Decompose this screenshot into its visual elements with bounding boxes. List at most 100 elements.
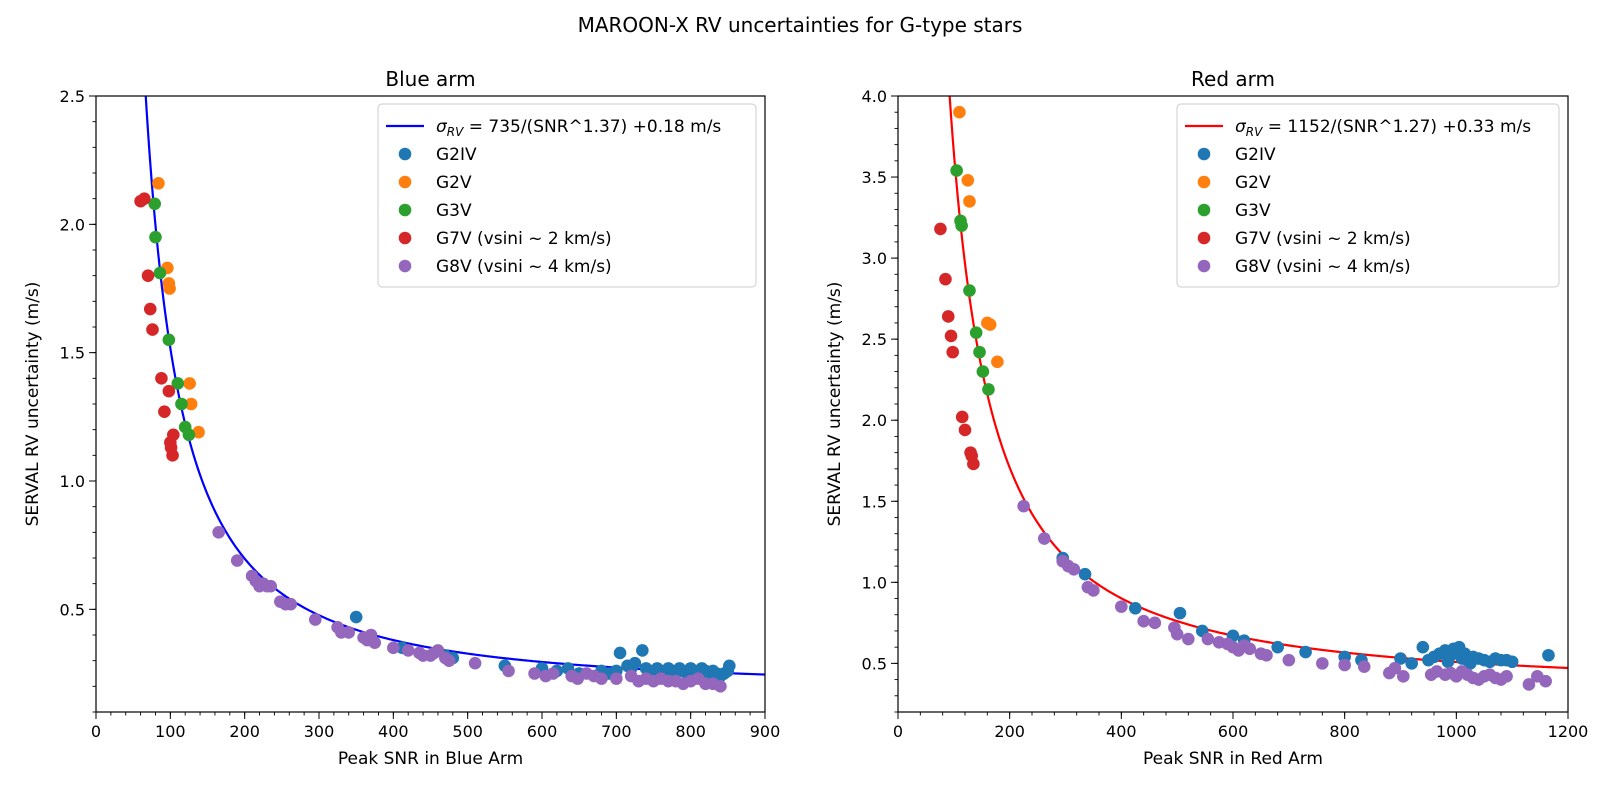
data-point <box>723 659 736 673</box>
legend-marker <box>398 259 412 273</box>
x-tick-label: 0 <box>893 722 903 741</box>
legend-entry-label: G3V <box>436 201 472 221</box>
data-point <box>158 405 171 419</box>
data-point <box>152 176 165 190</box>
series-g2iv <box>1056 551 1555 670</box>
x-tick-label: 1200 <box>1548 722 1589 741</box>
legend-marker <box>398 147 412 161</box>
data-point <box>1137 614 1150 628</box>
data-point <box>163 282 176 295</box>
data-point <box>183 377 196 390</box>
legend-marker <box>1197 259 1211 273</box>
y-tick-label: 1.5 <box>60 344 85 363</box>
legend-marker <box>1197 231 1211 245</box>
data-point <box>155 372 168 385</box>
x-tick-label: 900 <box>750 722 781 741</box>
data-point <box>166 449 179 462</box>
series-g3v <box>148 197 196 442</box>
data-point <box>184 397 198 411</box>
series-g3v <box>950 164 995 396</box>
data-point <box>153 266 167 280</box>
y-tick-label: 0.5 <box>60 600 85 619</box>
series-g8v <box>1017 499 1552 691</box>
legend-fit-subscript: RV <box>1246 125 1263 139</box>
x-tick-label: 200 <box>994 722 1025 741</box>
data-point <box>941 310 955 323</box>
legend-marker <box>398 203 412 217</box>
legend-entry-label: G7V (vsini ~ 2 km/s) <box>436 229 612 249</box>
x-tick-label: 400 <box>378 722 409 741</box>
legend-entry-label: G2IV <box>1235 145 1276 165</box>
data-point <box>983 318 997 331</box>
red-arm-panel: Red arm 0 200 400 600 800 1000 1200 0.5 1.0 1.5 2.0… <box>825 67 1589 769</box>
plot-area <box>134 96 765 693</box>
legend-marker <box>1197 147 1211 161</box>
data-point <box>1271 640 1284 654</box>
data-point <box>946 345 960 359</box>
panel-title: Red arm <box>1191 67 1275 91</box>
y-axis-label: SERVAL RV uncertainty (m/s) <box>23 282 43 527</box>
y-tick-label: 1.5 <box>862 492 887 511</box>
legend-entry-label: G2V <box>436 173 472 193</box>
data-point <box>976 365 990 378</box>
data-point <box>610 672 623 685</box>
fit-curve <box>144 96 765 676</box>
axes-frame <box>897 95 1569 713</box>
data-point <box>934 222 947 236</box>
data-point <box>967 457 980 471</box>
x-tick-label: 800 <box>1329 722 1360 741</box>
data-point <box>1338 658 1351 672</box>
data-point <box>636 644 649 657</box>
blue-arm-panel: Blue arm 0 100 200 300 400 500 600 700 800 900 0.5 1… <box>23 67 781 769</box>
data-point <box>1416 640 1430 654</box>
data-point <box>546 667 560 680</box>
data-point <box>528 667 541 680</box>
data-point <box>973 345 986 359</box>
data-point <box>1405 657 1418 670</box>
data-point <box>1201 632 1215 646</box>
data-point <box>958 423 972 437</box>
data-point <box>149 230 162 244</box>
data-point <box>502 664 515 678</box>
data-point <box>1182 632 1195 646</box>
data-point <box>1542 648 1555 662</box>
x-tick-label: 600 <box>527 722 558 741</box>
fit-curve <box>948 96 1568 670</box>
data-point <box>442 654 456 667</box>
legend-entry-label: G7V (vsini ~ 2 km/s) <box>1235 229 1411 249</box>
data-point <box>1128 601 1142 615</box>
data-point <box>264 579 277 593</box>
data-point <box>1500 670 1513 683</box>
data-point <box>944 329 958 343</box>
series-g7v <box>134 192 180 462</box>
data-point <box>1539 674 1552 688</box>
data-point <box>162 384 176 398</box>
data-point <box>141 269 155 282</box>
x-tick-label: 500 <box>452 722 483 741</box>
x-tick-label: 1000 <box>1436 722 1477 741</box>
legend-fit-subscript: RV <box>447 125 464 139</box>
y-tick-label: 2.5 <box>60 87 85 106</box>
data-point <box>387 641 400 655</box>
data-point <box>1173 606 1187 620</box>
data-point <box>714 680 727 693</box>
data-point <box>963 195 976 208</box>
data-point <box>953 105 966 119</box>
data-point <box>1282 653 1296 667</box>
data-point <box>1505 655 1519 669</box>
x-axis-label: Peak SNR in Blue Arm <box>338 749 523 769</box>
data-point <box>1170 627 1184 641</box>
data-point <box>175 397 188 411</box>
data-point <box>1396 670 1410 683</box>
plot-area <box>934 96 1568 691</box>
data-point <box>1078 567 1092 581</box>
data-point <box>146 323 159 336</box>
data-point <box>212 526 225 539</box>
y-tick-label: 2.0 <box>60 215 85 234</box>
data-point <box>1243 642 1257 656</box>
data-point <box>182 428 196 442</box>
figure-suptitle: MAROON-X RV uncertainties for G-type sta… <box>578 13 1023 37</box>
legend-box <box>1176 103 1560 288</box>
data-point <box>468 656 482 670</box>
